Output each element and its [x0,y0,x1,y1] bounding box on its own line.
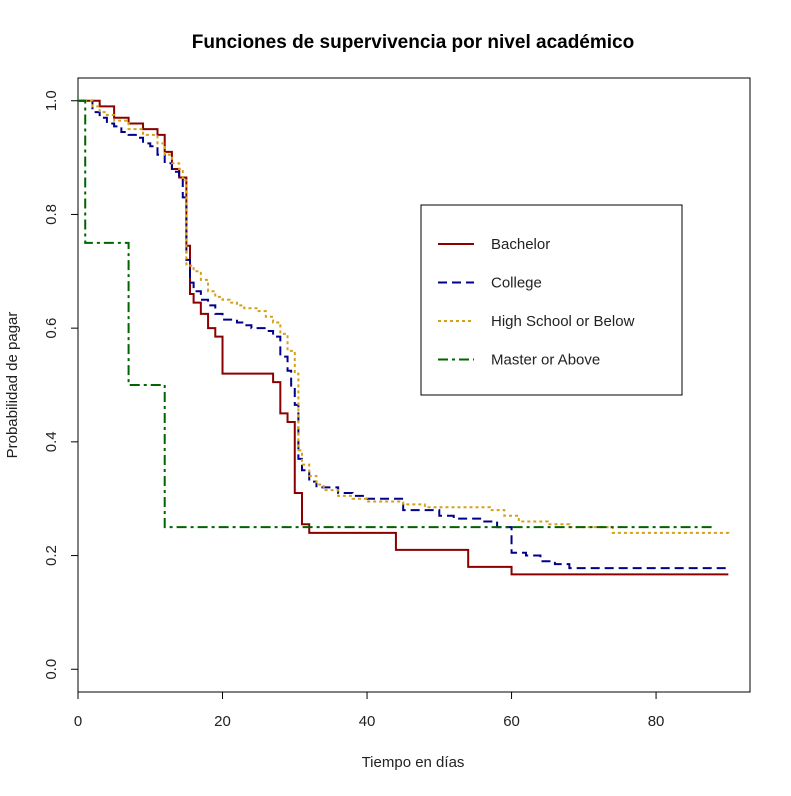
plot-frame [77,77,751,693]
x-tick-label: 20 [214,713,231,730]
legend-label-1: College [491,275,542,292]
y-tick-label: 0.0 [43,659,60,680]
series-layer [78,99,730,576]
y-axis: 0.0 0.2 0.4 0.6 0.8 1.0 [43,90,78,680]
legend-label-0: Bachelor [491,236,550,253]
x-tick-label: 60 [503,713,520,730]
y-tick-label: 0.8 [43,204,60,225]
legend-box [420,204,683,396]
series-line-3 [78,99,714,529]
legend-label-3: Master or Above [491,352,600,369]
y-tick-label: 0.2 [43,545,60,566]
legend-label-2: High School or Below [491,313,635,330]
chart-title: Funciones de supervivencia por nivel aca… [192,32,634,53]
x-tick-label: 0 [74,713,82,730]
x-axis: 0 20 40 60 80 [74,692,665,730]
series-line-1 [78,99,729,570]
x-tick-label: 80 [648,713,665,730]
series-line-0 [78,99,729,576]
x-tick-label: 40 [359,713,376,730]
x-axis-label: Tiempo en días [362,754,465,771]
legend: Bachelor College High School or Below Maste… [420,204,683,396]
y-tick-label: 0.4 [43,431,60,452]
y-axis-label: Probabilidad de pagar [4,312,21,459]
y-tick-label: 0.6 [43,318,60,339]
y-tick-label: 1.0 [43,90,60,111]
